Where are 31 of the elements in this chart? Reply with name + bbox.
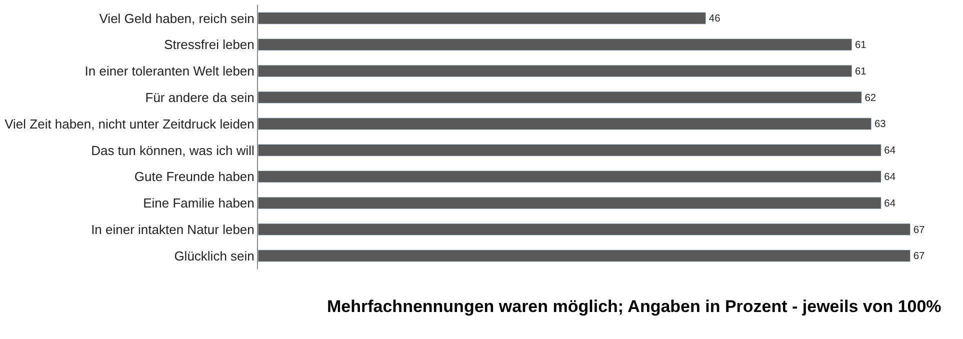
y-tick-label: In einer toleranten Welt leben [84,64,254,79]
bar [258,170,882,183]
data-label: 67 [913,251,926,262]
y-tick-label: Viel Zeit haben, nicht unter Zeitdruck leiden [4,116,254,132]
data-label: 64 [884,172,896,183]
y-tick-label: Eine Familie haben [143,196,254,211]
data-label: 62 [864,92,876,104]
text: Mehrfachnennungen waren möglich; Angaben in Prozent - jeweils von 100% [327,297,942,316]
y-tick-label: In einer intakten Natur leben [91,222,254,237]
y-tick-label: Stressfrei leben [164,37,254,52]
bar [258,118,872,130]
data-label: 67 [913,224,926,236]
y-tick-label: Für andere da sein [145,90,254,105]
data-label: 63 [874,119,886,130]
y-tick-label: Das tun können, was ich will [91,142,254,158]
bar [258,38,852,51]
data-label: 61 [854,66,867,78]
y-tick-label: Glücklich sein [174,248,254,264]
bar [258,196,882,210]
y-tick-label: Gute Freunde haben [134,169,254,184]
data-label: 64 [884,146,896,157]
data-label: 61 [854,40,867,51]
bar [258,223,911,236]
y-tick-label: Viel Geld haben, reich sein [99,10,254,26]
bar [258,64,852,78]
data-label: 64 [884,198,896,210]
data-label: 46 [708,14,721,25]
bar [258,250,911,262]
bar [258,12,706,24]
bar [258,144,882,156]
bar [258,91,862,104]
